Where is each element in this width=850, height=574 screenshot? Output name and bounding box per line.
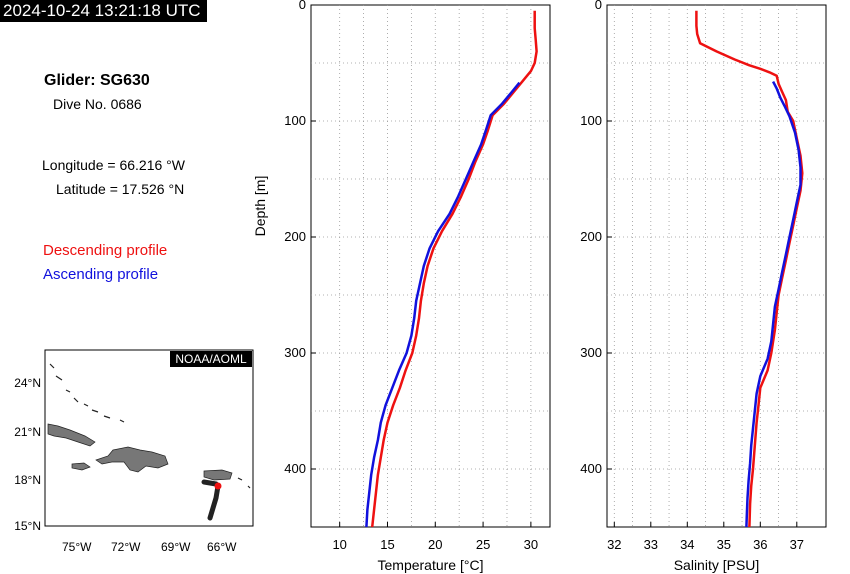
temperature-x-tick-label: 25 bbox=[476, 537, 490, 552]
salinity-x-tick-label: 33 bbox=[644, 537, 658, 552]
temperature-ascending-profile-line bbox=[365, 81, 521, 528]
cuba-land bbox=[47, 423, 96, 447]
salinity-plot-frame bbox=[606, 4, 827, 528]
puerto-rico-land bbox=[203, 469, 233, 481]
glider-title: Glider: SG630 bbox=[44, 72, 150, 89]
salinity-y-tick-label: 100 bbox=[580, 113, 602, 128]
map-lat-tick: 24°N bbox=[14, 376, 41, 390]
salinity-y-tick-label: 200 bbox=[580, 229, 602, 244]
longitude-readout: Longitude = 66.216 °W bbox=[42, 157, 185, 173]
glider-position-marker bbox=[214, 482, 222, 490]
legend-ascending: Ascending profile bbox=[43, 266, 159, 283]
timestamp: 2024-10-24 13:21:18 UTC bbox=[0, 0, 207, 22]
map-lat-tick: 21°N bbox=[14, 425, 41, 439]
map-lat-ticks: 24°N 21°N 18°N 15°N bbox=[14, 376, 41, 533]
temperature-y-tick-label: 0 bbox=[299, 0, 306, 12]
map-lon-tick: 75°W bbox=[62, 540, 92, 554]
location-map: NOAA/AOML 24°N 21°N 18°N 15°N bbox=[14, 349, 254, 533]
salinity-y-tick-label: 400 bbox=[580, 461, 602, 476]
temperature-y-tick-label: 300 bbox=[284, 345, 306, 360]
map-lon-tick: 72°W bbox=[111, 540, 141, 554]
salinity-x-axis-label: Salinity [PSU] bbox=[674, 557, 760, 573]
map-lon-tick: 66°W bbox=[207, 540, 237, 554]
map-lat-tick: 18°N bbox=[14, 473, 41, 487]
temperature-plot-frame bbox=[310, 4, 551, 528]
salinity-x-tick-label: 32 bbox=[607, 537, 621, 552]
map-credit: NOAA/AOML bbox=[175, 352, 247, 366]
salinity-y-tick-label: 300 bbox=[580, 345, 602, 360]
salinity-x-tick-label: 35 bbox=[717, 537, 731, 552]
temperature-y-tick-label: 200 bbox=[284, 229, 306, 244]
temperature-x-tick-label: 10 bbox=[332, 537, 346, 552]
map-lat-tick: 15°N bbox=[14, 519, 41, 533]
salinity-x-tick-label: 36 bbox=[753, 537, 767, 552]
hispaniola-land bbox=[95, 446, 169, 473]
map-credit-background bbox=[170, 351, 252, 367]
salinity-ascending-profile-line bbox=[745, 81, 802, 528]
legend-descending: Descending profile bbox=[43, 242, 168, 259]
temperature-y-tick-label: 100 bbox=[284, 113, 306, 128]
temperature-x-axis-label: Temperature [°C] bbox=[378, 557, 484, 573]
dive-number: Dive No. 0686 bbox=[53, 96, 142, 112]
temperature-x-tick-label: 30 bbox=[524, 537, 538, 552]
temperature-y-axis-label: Depth [m] bbox=[252, 176, 268, 237]
latitude-readout: Latitude = 17.526 °N bbox=[56, 181, 185, 197]
map-lon-tick: 69°W bbox=[161, 540, 191, 554]
map-lon-tick-row: 75°W 72°W 69°W 66°W bbox=[45, 540, 255, 556]
glider-track bbox=[201, 479, 221, 521]
salinity-descending-profile-line bbox=[695, 10, 804, 528]
temperature-x-tick-label: 20 bbox=[428, 537, 442, 552]
temperature-y-tick-label: 400 bbox=[284, 461, 306, 476]
jamaica-land bbox=[71, 462, 91, 471]
temperature-descending-profile-line bbox=[370, 10, 538, 528]
temperature-x-tick-label: 15 bbox=[380, 537, 394, 552]
salinity-x-tick-label: 37 bbox=[790, 537, 804, 552]
salinity-y-tick-label: 0 bbox=[595, 0, 602, 12]
salinity-x-tick-label: 34 bbox=[680, 537, 694, 552]
islands-north bbox=[49, 363, 251, 489]
